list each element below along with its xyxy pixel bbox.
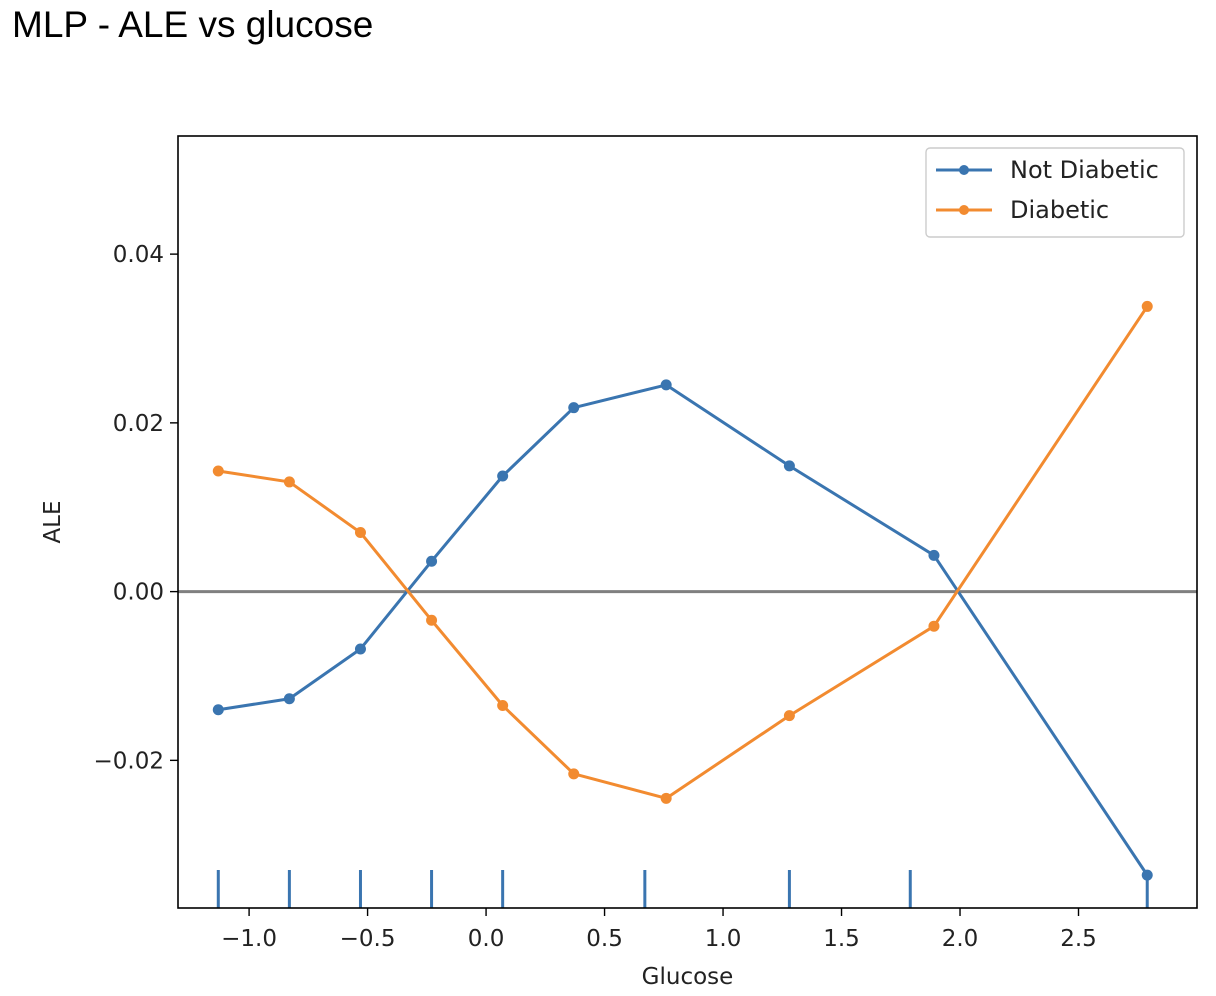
legend-label: Diabetic: [1010, 196, 1109, 224]
data-point: [660, 792, 672, 804]
data-point: [212, 704, 224, 716]
data-point: [1141, 869, 1153, 881]
x-tick-label: 1.0: [705, 926, 742, 952]
data-point: [212, 465, 224, 477]
y-tick-label: 0.04: [113, 242, 164, 268]
plot-frame: [177, 135, 1198, 909]
legend-label: Not Diabetic: [1010, 156, 1159, 184]
series-line: [218, 383, 1149, 876]
data-point: [497, 700, 509, 712]
x-tick-label: −1.0: [221, 926, 277, 952]
data-point: [426, 555, 438, 567]
data-point: [283, 693, 295, 705]
data-point: [928, 620, 940, 632]
x-tick-label: 2.0: [942, 926, 979, 952]
x-axis-label: Glucose: [642, 964, 734, 990]
data-point: [426, 614, 438, 626]
data-point: [660, 379, 672, 391]
x-tick-label: 1.5: [823, 926, 860, 952]
y-axis-label: ALE: [40, 500, 66, 543]
x-tick-label: 0.0: [468, 926, 505, 952]
data-point: [783, 460, 795, 472]
data-point: [1141, 300, 1153, 312]
y-tick-label: 0.00: [113, 580, 164, 606]
data-point: [568, 402, 580, 414]
x-tick-label: −0.5: [340, 926, 396, 952]
data-point: [568, 768, 580, 780]
y-tick-label: 0.02: [113, 411, 164, 437]
data-point: [783, 710, 795, 722]
legend-marker: [959, 165, 969, 175]
y-tick-label: −0.02: [94, 748, 164, 774]
page-title: MLP - ALE vs glucose: [12, 4, 374, 45]
data-point: [283, 476, 295, 488]
series-line: [218, 305, 1149, 800]
data-point: [928, 549, 940, 561]
data-point: [497, 470, 509, 482]
data-point: [354, 527, 366, 539]
legend-marker: [959, 205, 969, 215]
x-tick-label: 2.5: [1060, 926, 1097, 952]
data-point: [354, 643, 366, 655]
x-tick-label: 0.5: [586, 926, 623, 952]
